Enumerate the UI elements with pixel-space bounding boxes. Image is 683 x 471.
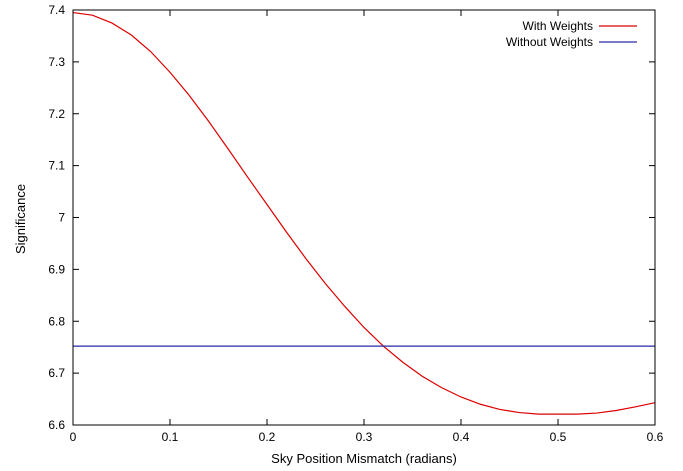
y-tick-label: 7.1	[48, 159, 65, 173]
x-tick-label: 0	[70, 430, 77, 444]
x-tick-label: 0.5	[550, 430, 567, 444]
y-tick-label: 7.4	[48, 3, 65, 17]
legend: With Weights Without Weights	[506, 19, 637, 49]
legend-label: Without Weights	[506, 35, 593, 49]
y-tick-label: 7.3	[48, 55, 65, 69]
x-tick-label: 0.2	[259, 430, 276, 444]
x-tick-label: 0.3	[356, 430, 373, 444]
legend-label: With Weights	[523, 19, 593, 33]
series-line-0	[72, 11, 656, 415]
y-tick-label: 6.9	[48, 262, 65, 276]
y-axis-title: Significance	[13, 184, 28, 254]
y-tick-label: 6.7	[48, 366, 65, 380]
plot-area	[72, 11, 656, 415]
x-tick-label: 0.4	[453, 430, 470, 444]
plot-frame	[72, 9, 656, 426]
axes: 0 0.1 0.2 0.3 0.4 0.5 0.6 6.6 6.7 6.8 6.9 7 7.1 7.2 7.…	[48, 3, 663, 444]
y-tick-label: 7	[58, 211, 65, 225]
x-tick-label: 0.6	[647, 430, 664, 444]
x-axis-title: Sky Position Mismatch (radians)	[271, 451, 457, 466]
y-tick-label: 6.6	[48, 418, 65, 432]
y-tick-label: 6.8	[48, 314, 65, 328]
y-tick-label: 7.2	[48, 107, 65, 121]
x-tick-label: 0.1	[162, 430, 179, 444]
